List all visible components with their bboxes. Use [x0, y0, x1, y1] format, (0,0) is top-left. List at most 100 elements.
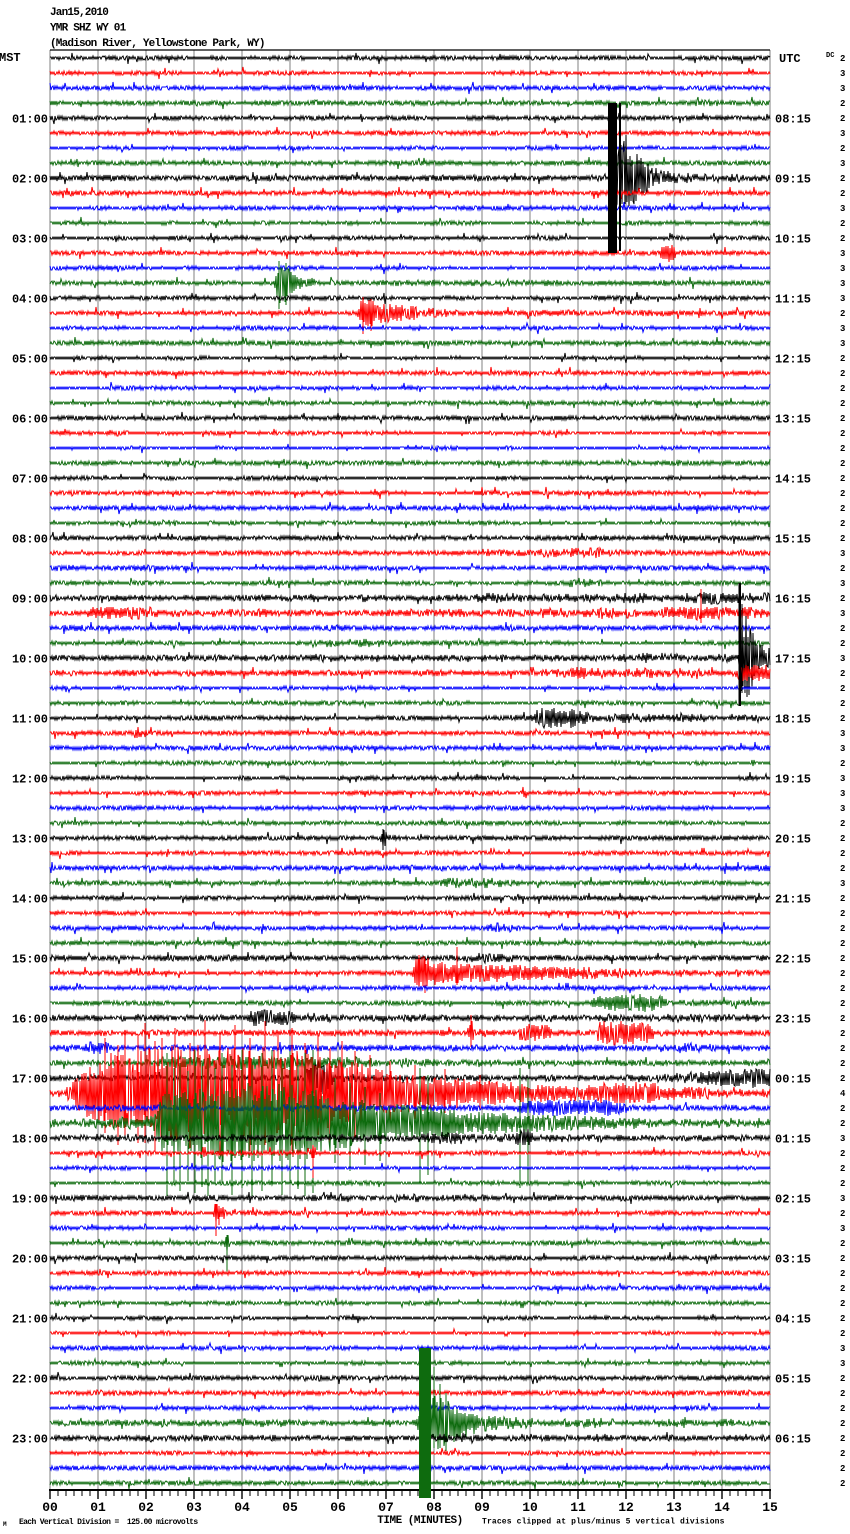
svg-text:2: 2: [840, 234, 845, 244]
svg-text:3: 3: [840, 204, 845, 214]
svg-text:06:15: 06:15: [775, 1433, 811, 1447]
svg-text:2: 2: [840, 384, 845, 394]
svg-text:2: 2: [840, 519, 845, 529]
svg-text:22:00: 22:00: [12, 1373, 48, 1387]
svg-text:08:00: 08:00: [12, 533, 48, 547]
svg-text:22:15: 22:15: [775, 953, 811, 967]
svg-text:15:00: 15:00: [12, 953, 48, 967]
svg-text:2: 2: [840, 429, 845, 439]
svg-text:00: 00: [42, 1500, 58, 1515]
svg-text:3: 3: [840, 129, 845, 139]
svg-text:02:00: 02:00: [12, 173, 48, 187]
svg-text:M: M: [3, 1521, 7, 1528]
svg-text:2: 2: [840, 489, 845, 499]
svg-text:10:15: 10:15: [775, 233, 811, 247]
svg-text:MST: MST: [0, 51, 21, 65]
svg-text:21:15: 21:15: [775, 893, 811, 907]
svg-text:12: 12: [618, 1500, 634, 1515]
svg-text:2: 2: [840, 714, 845, 724]
svg-text:3: 3: [840, 654, 845, 664]
svg-text:2: 2: [840, 564, 845, 574]
svg-text:2: 2: [840, 819, 845, 829]
svg-text:19:00: 19:00: [12, 1193, 48, 1207]
svg-text:2: 2: [840, 909, 845, 919]
svg-text:11: 11: [570, 1500, 586, 1515]
svg-text:YMR SHZ WY 01: YMR SHZ WY 01: [50, 23, 127, 35]
svg-text:2: 2: [840, 189, 845, 199]
svg-text:06: 06: [330, 1500, 346, 1515]
svg-text:2: 2: [840, 534, 845, 544]
svg-text:12:15: 12:15: [775, 353, 811, 367]
svg-text:TIME (MINUTES): TIME (MINUTES): [377, 1515, 462, 1527]
svg-text:01:15: 01:15: [775, 1133, 811, 1147]
svg-text:3: 3: [840, 879, 845, 889]
svg-text:02:15: 02:15: [775, 1193, 811, 1207]
svg-text:2: 2: [840, 699, 845, 709]
svg-text:2: 2: [840, 1059, 845, 1069]
svg-text:07: 07: [378, 1500, 394, 1515]
svg-text:13: 13: [666, 1500, 682, 1515]
svg-text:11:15: 11:15: [775, 293, 811, 307]
svg-text:2: 2: [840, 1269, 845, 1279]
svg-text:14:15: 14:15: [775, 473, 811, 487]
svg-text:23:15: 23:15: [775, 1013, 811, 1027]
svg-text:3: 3: [840, 804, 845, 814]
svg-text:10:00: 10:00: [12, 653, 48, 667]
svg-text:2: 2: [840, 504, 845, 514]
svg-text:2: 2: [840, 174, 845, 184]
svg-text:3: 3: [840, 324, 845, 334]
svg-text:3: 3: [840, 579, 845, 589]
svg-text:3: 3: [840, 609, 845, 619]
svg-text:(Madison River, Yellowstone Pa: (Madison River, Yellowstone Park, WY): [50, 38, 265, 50]
svg-text:06:00: 06:00: [12, 413, 48, 427]
svg-text:2: 2: [840, 1149, 845, 1159]
svg-text:2: 2: [840, 1299, 845, 1309]
svg-text:3: 3: [840, 729, 845, 739]
svg-text:11:00: 11:00: [12, 713, 48, 727]
svg-text:2: 2: [840, 864, 845, 874]
svg-text:2: 2: [840, 1464, 845, 1474]
svg-text:09: 09: [474, 1500, 490, 1515]
svg-text:3: 3: [840, 159, 845, 169]
svg-text:3: 3: [840, 789, 845, 799]
svg-text:2: 2: [840, 144, 845, 154]
svg-text:2: 2: [840, 1119, 845, 1129]
svg-text:2: 2: [840, 1104, 845, 1114]
svg-text:17:00: 17:00: [12, 1073, 48, 1087]
svg-text:2: 2: [840, 639, 845, 649]
svg-text:3: 3: [840, 1359, 845, 1369]
svg-text:2: 2: [840, 1314, 845, 1324]
svg-text:05:15: 05:15: [775, 1373, 811, 1387]
svg-text:2: 2: [840, 1284, 845, 1294]
svg-text:04:15: 04:15: [775, 1313, 811, 1327]
svg-text:2: 2: [840, 894, 845, 904]
svg-text:07:00: 07:00: [12, 473, 48, 487]
svg-text:2: 2: [840, 834, 845, 844]
svg-text:2: 2: [840, 474, 845, 484]
svg-text:2: 2: [840, 849, 845, 859]
svg-text:03:00: 03:00: [12, 233, 48, 247]
svg-text:2: 2: [840, 114, 845, 124]
svg-text:2: 2: [840, 1329, 845, 1339]
svg-text:2: 2: [840, 1239, 845, 1249]
svg-text:2: 2: [840, 1374, 845, 1384]
svg-text:02: 02: [138, 1500, 154, 1515]
svg-text:2: 2: [840, 354, 845, 364]
svg-text:2: 2: [840, 99, 845, 109]
svg-text:09:00: 09:00: [12, 593, 48, 607]
svg-text:08: 08: [426, 1500, 442, 1515]
svg-text:2: 2: [840, 399, 845, 409]
svg-text:2: 2: [840, 1014, 845, 1024]
svg-text:12:00: 12:00: [12, 773, 48, 787]
svg-text:Traces clipped at plus/minus 5: Traces clipped at plus/minus 5 vertical …: [482, 1518, 725, 1527]
svg-text:DC: DC: [826, 52, 834, 60]
svg-text:2: 2: [840, 459, 845, 469]
svg-text:00:15: 00:15: [775, 1073, 811, 1087]
svg-text:3: 3: [840, 1224, 845, 1234]
svg-text:2: 2: [840, 414, 845, 424]
svg-text:20:00: 20:00: [12, 1253, 48, 1267]
svg-text:2: 2: [840, 954, 845, 964]
svg-text:3: 3: [840, 279, 845, 289]
svg-text:03: 03: [186, 1500, 202, 1515]
svg-text:2: 2: [840, 1074, 845, 1084]
